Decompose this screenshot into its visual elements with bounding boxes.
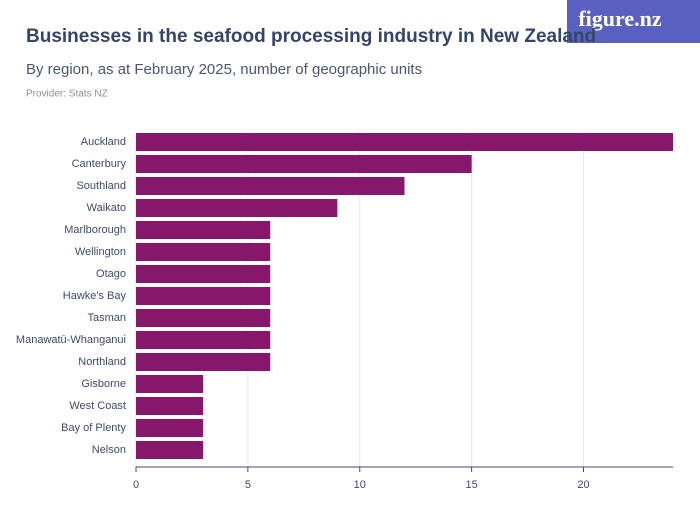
y-tick-label: Marlborough — [64, 224, 126, 236]
bar — [136, 287, 271, 305]
bar — [136, 353, 271, 371]
bar — [136, 265, 271, 283]
y-tick-label: Auckland — [81, 136, 126, 148]
bar — [136, 177, 405, 195]
x-tick-label: 10 — [354, 479, 366, 491]
y-tick-label: Hawke's Bay — [63, 290, 127, 302]
x-tick-label: 0 — [133, 479, 139, 491]
bar — [136, 133, 673, 151]
bar — [136, 221, 271, 239]
bar — [136, 375, 204, 393]
x-tick-label: 5 — [245, 479, 251, 491]
x-tick-label: 15 — [466, 479, 478, 491]
y-tick-label: Nelson — [92, 444, 126, 456]
bar — [136, 419, 204, 437]
y-tick-label: West Coast — [69, 400, 126, 412]
y-tick-label: Wellington — [75, 246, 126, 258]
y-tick-label: Bay of Plenty — [61, 422, 126, 434]
y-tick-label: Tasman — [87, 312, 126, 324]
bar — [136, 441, 204, 459]
chart-title: Businesses in the seafood processing ind… — [26, 26, 596, 47]
y-tick-label: Waikato — [87, 202, 126, 214]
y-tick-label: Gisborne — [81, 378, 126, 390]
logo: figure.nz — [578, 6, 662, 31]
y-tick-label: Manawatū-Whanganui — [16, 334, 126, 346]
bar — [136, 243, 271, 261]
y-tick-label: Northland — [78, 356, 126, 368]
bar — [136, 331, 271, 349]
chart-subtitle: By region, as at February 2025, number o… — [26, 61, 422, 78]
bar — [136, 309, 271, 327]
x-tick-label: 20 — [577, 479, 589, 491]
provider: Provider: Stats NZ — [26, 89, 108, 100]
logo-box — [567, 0, 700, 43]
y-tick-label: Otago — [96, 268, 126, 280]
y-tick-label: Canterbury — [72, 158, 127, 170]
y-tick-label: Southland — [76, 180, 126, 192]
bar — [136, 155, 472, 173]
bar — [136, 199, 338, 217]
bar — [136, 397, 204, 415]
